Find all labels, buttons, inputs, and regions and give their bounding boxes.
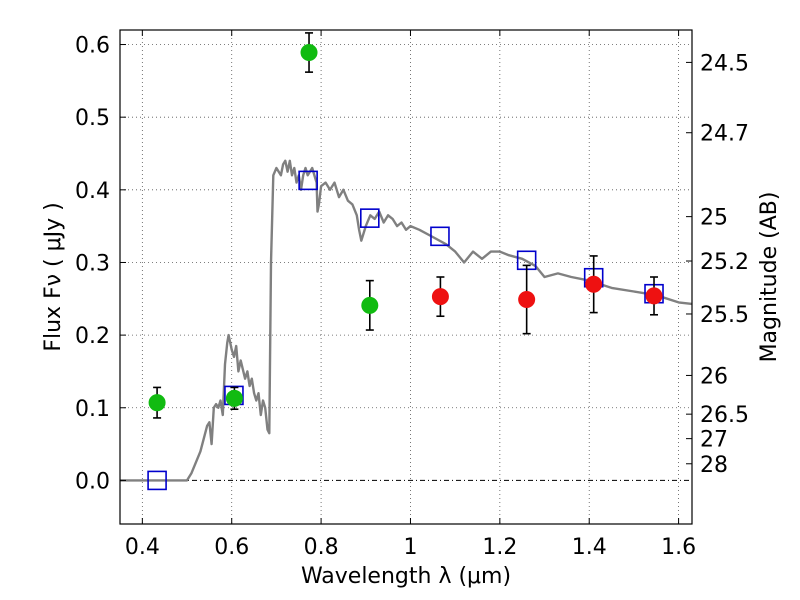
magnitude-tick-label: 26 xyxy=(700,364,728,389)
y-tick-label: 0.3 xyxy=(75,251,110,276)
magnitude-tick-label: 24.5 xyxy=(700,51,749,76)
x-tick-label: 1.6 xyxy=(661,535,696,560)
observed-flux-point xyxy=(585,275,603,293)
observed-flux-point xyxy=(518,291,536,309)
observed-flux-point xyxy=(300,44,318,62)
model-flux-square xyxy=(147,470,167,491)
x-tick-label: 0.4 xyxy=(125,535,160,560)
observed-flux-point xyxy=(148,394,166,412)
x-tick-label: 1.2 xyxy=(482,535,517,560)
magnitude-tick-label: 25.2 xyxy=(700,250,749,275)
y-tick-label: 0.4 xyxy=(75,179,110,204)
magnitude-tick-label: 27 xyxy=(700,428,728,453)
y-axis-label-left: Flux Fν ( μJy ) xyxy=(41,202,66,351)
y-axis-label-right: Magnitude (AB) xyxy=(757,192,782,363)
magnitude-tick-label: 26.5 xyxy=(700,403,749,428)
observed-flux-point xyxy=(645,287,663,305)
x-tick-label: 1.4 xyxy=(572,535,607,560)
data-series xyxy=(120,32,693,491)
observed-flux-point xyxy=(431,288,449,306)
plot-frame xyxy=(119,29,693,525)
y-tick-label: 0.6 xyxy=(75,34,110,59)
y-tick-label: 0.5 xyxy=(75,106,110,131)
magnitude-tick-label: 28 xyxy=(700,453,728,478)
magnitude-tick-label: 25 xyxy=(700,206,728,231)
model-spectrum-line xyxy=(120,159,693,482)
grid-lines xyxy=(120,30,692,524)
magnitude-tick-label: 25.5 xyxy=(700,303,749,328)
model-flux-square xyxy=(360,208,380,228)
model-flux-square xyxy=(430,226,450,247)
y-tick-label: 0.1 xyxy=(75,397,110,422)
magnitude-tick-label: 24.7 xyxy=(700,122,749,147)
y-tick-label: 0.0 xyxy=(75,469,110,494)
observed-flux-point xyxy=(225,389,243,407)
x-tick-label: 0.8 xyxy=(304,535,339,560)
x-axis-label: Wavelength λ (μm) xyxy=(301,564,511,589)
x-tick-label: 0.6 xyxy=(214,535,249,560)
model-flux-square xyxy=(298,170,318,191)
y-tick-label: 0.2 xyxy=(75,324,110,349)
observed-flux-point xyxy=(361,296,379,314)
axis-ticks: 0.4 0.6 0.8 1 1.2 1.4 1.6 0.0 0.1 0.2 0.3 0.4 0.5 0.6… xyxy=(75,30,749,560)
x-tick-label: 1 xyxy=(403,535,417,560)
